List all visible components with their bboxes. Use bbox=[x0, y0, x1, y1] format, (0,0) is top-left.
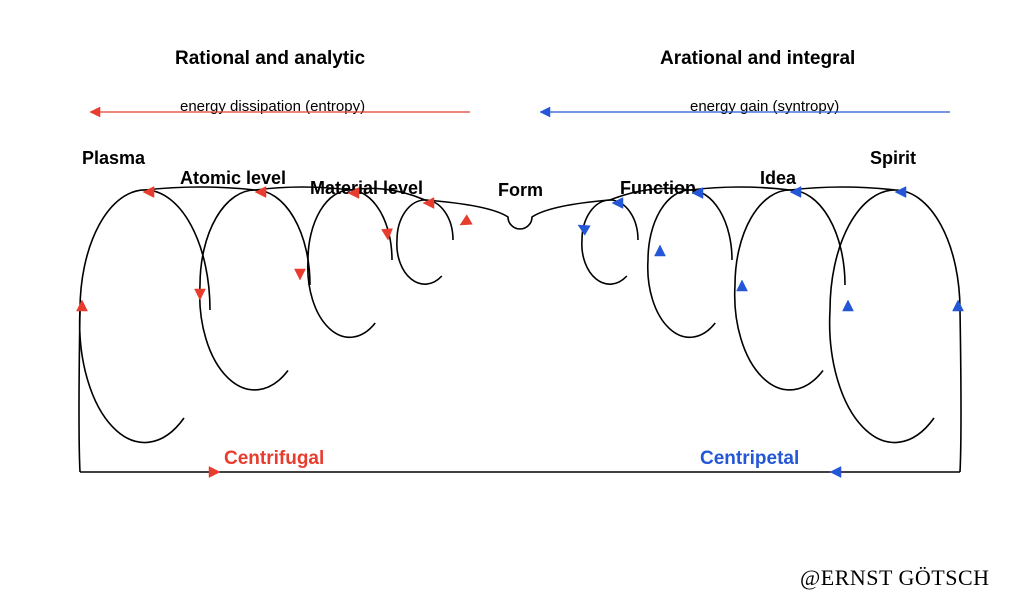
force-centrifugal: Centrifugal bbox=[224, 448, 324, 470]
node-form: Form bbox=[498, 180, 543, 201]
heading-left: Rational and analytic bbox=[175, 48, 365, 70]
node-atomic: Atomic level bbox=[180, 168, 286, 189]
diagram-svg bbox=[0, 0, 1024, 612]
heading-right: Arational and integral bbox=[660, 48, 855, 70]
force-centripetal: Centripetal bbox=[700, 448, 799, 470]
entropy-label: energy dissipation (entropy) bbox=[180, 98, 365, 115]
node-plasma: Plasma bbox=[82, 148, 145, 169]
node-material: Material level bbox=[310, 178, 423, 199]
node-spirit: Spirit bbox=[870, 148, 916, 169]
node-function: Function bbox=[620, 178, 696, 199]
node-idea: Idea bbox=[760, 168, 796, 189]
syntropy-label: energy gain (syntropy) bbox=[690, 98, 839, 115]
diagram-canvas: Rational and analytic Arational and inte… bbox=[0, 0, 1024, 612]
attribution: @ERNST GÖTSCH bbox=[800, 565, 990, 591]
